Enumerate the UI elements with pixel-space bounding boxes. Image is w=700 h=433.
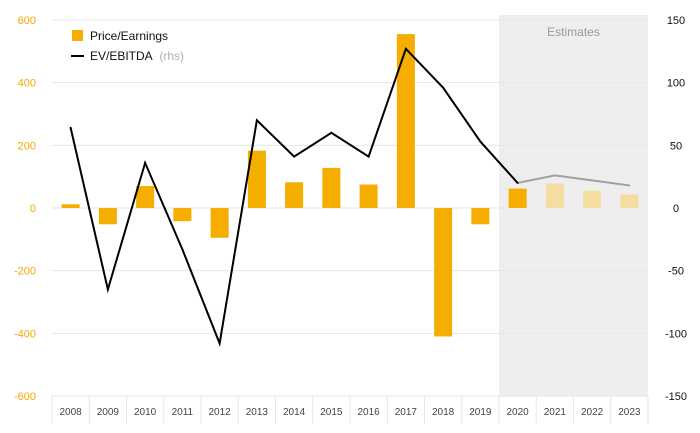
legend: Price/Earnings EV/EBITDA (rhs): [71, 29, 184, 63]
bar-2008: [61, 204, 80, 208]
bar-2011: [173, 208, 192, 222]
bar-2013: [247, 150, 266, 208]
left-axis: 600 400 200 0 -200 -400 -600: [14, 15, 36, 403]
right-axis: 150 100 50 0 -50 -100 -150: [665, 15, 687, 403]
line-estimate: [517, 174, 630, 187]
line-point-2018: [442, 86, 445, 89]
bar-2014: [285, 182, 304, 208]
x-axis-tick-label: 2013: [246, 407, 269, 418]
bar-2022: [583, 190, 602, 208]
line-point-2020: [516, 181, 519, 184]
line-point-2014: [293, 155, 296, 158]
line-point-2013: [255, 119, 258, 122]
left-axis-tick-label: -400: [14, 328, 36, 340]
x-axis: 2008 2009 2010 2011 2012 2013 2014 2015 2016 2017…: [60, 407, 641, 418]
line-point-2009: [106, 288, 109, 291]
x-axis-tick-label: 2016: [358, 407, 381, 418]
x-axis-tick-label: 2020: [507, 407, 530, 418]
line-point-2015: [330, 131, 333, 134]
right-axis-tick-label: -150: [665, 391, 687, 403]
left-axis-tick-label: 0: [30, 203, 36, 215]
x-axis-tick-label: 2008: [60, 407, 83, 418]
right-axis-tick-label: 0: [673, 203, 679, 215]
bar-2016: [359, 184, 378, 208]
svg-text:EV/EBITDA (rhs): EV/EBITDA (rhs): [90, 49, 184, 63]
x-axis-tick-label: 2022: [581, 407, 604, 418]
x-axis-tick-label: 2019: [469, 407, 492, 418]
line-point-2011: [181, 248, 184, 251]
bar-2015: [322, 167, 341, 208]
line-point-2023: [628, 184, 631, 187]
bars: [61, 34, 639, 337]
line-point-2010: [144, 161, 147, 164]
bar-2012: [210, 208, 229, 238]
x-axis-tick-label: 2011: [172, 407, 194, 418]
line-point-2021: [553, 174, 556, 177]
legend-swatch-price-earnings: [72, 30, 83, 41]
line-point-2012: [218, 342, 221, 345]
line-point-2019: [479, 140, 482, 143]
bar-2019: [471, 208, 490, 225]
x-axis-tick-label: 2014: [283, 407, 306, 418]
legend-label-ev-ebitda: EV/EBITDA: [90, 49, 153, 63]
bar-2017: [396, 34, 415, 208]
x-axis-tick-label: 2021: [544, 407, 567, 418]
estimates-label: Estimates: [547, 25, 600, 39]
left-axis-tick-label: 200: [18, 140, 36, 152]
bar-2009: [98, 208, 117, 225]
bar-2010: [136, 186, 155, 208]
line-point-2016: [367, 155, 370, 158]
bar-2020: [508, 188, 527, 208]
x-axis-tick-label: 2012: [209, 407, 232, 418]
x-axis-tick-label: 2009: [97, 407, 120, 418]
x-axis-tick-label: 2017: [395, 407, 418, 418]
bar-2023: [620, 194, 639, 208]
right-axis-tick-label: 150: [667, 15, 685, 27]
left-axis-tick-label: -200: [14, 266, 36, 278]
line-point-2022: [591, 179, 594, 182]
bar-2021: [545, 183, 564, 208]
right-axis-tick-label: -100: [665, 328, 687, 340]
ev-ebitda-line: [69, 46, 631, 348]
x-axis-tick-label: 2015: [320, 407, 343, 418]
left-axis-tick-label: 400: [18, 78, 36, 90]
right-axis-tick-label: 100: [667, 78, 685, 90]
left-axis-tick-label: -600: [14, 391, 36, 403]
left-axis-tick-label: 600: [18, 15, 36, 27]
right-axis-tick-label: 50: [670, 140, 682, 152]
line-point-2017: [404, 47, 407, 50]
bar-2018: [434, 208, 453, 337]
x-axis-tick-label: 2023: [618, 407, 641, 418]
legend-label-rhs: (rhs): [159, 49, 184, 63]
legend-label-price-earnings: Price/Earnings: [90, 29, 168, 43]
line-point-2008: [69, 126, 72, 129]
x-axis-tick-label: 2010: [134, 407, 157, 418]
x-axis-tick-label: 2018: [432, 407, 455, 418]
right-axis-tick-label: -50: [668, 266, 684, 278]
